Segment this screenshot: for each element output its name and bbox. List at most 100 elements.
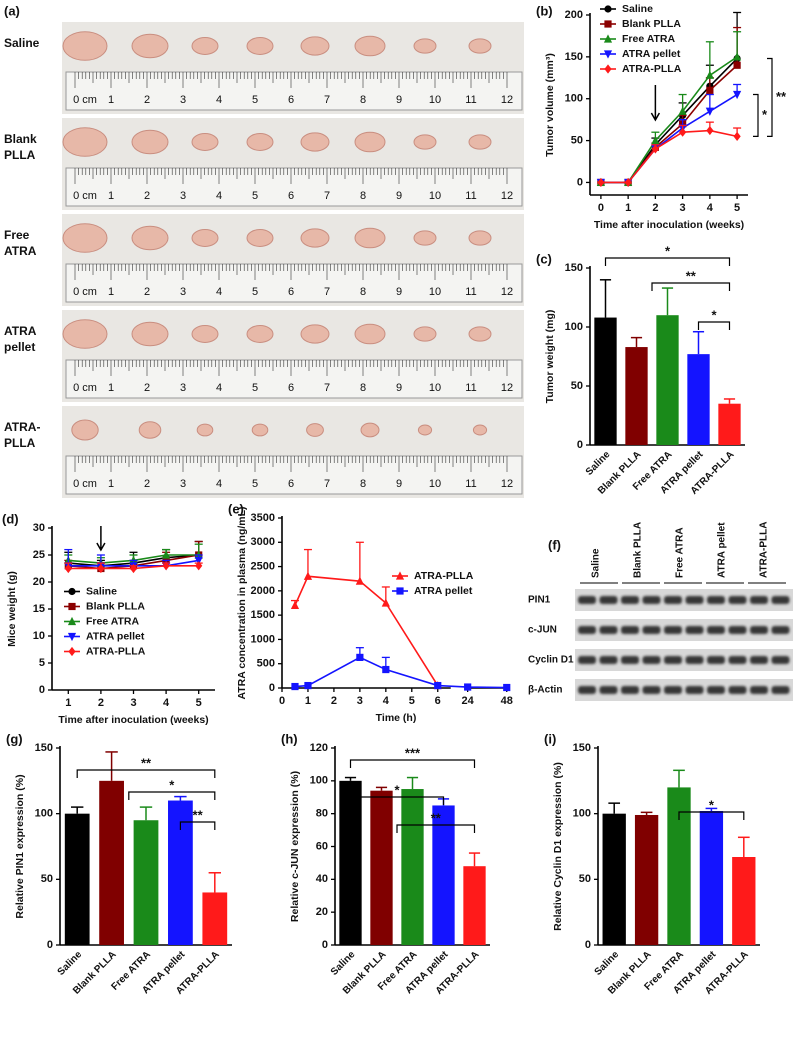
y-tick-label: 150 — [565, 51, 583, 63]
bar — [594, 317, 617, 445]
y-tick-label: 150 — [573, 742, 591, 754]
blot-band — [707, 656, 725, 664]
significance-label: * — [709, 797, 715, 812]
ruler-label: 4 — [216, 478, 222, 490]
significance-bracket — [349, 796, 445, 805]
marker — [679, 127, 687, 137]
ruler-label: 3 — [180, 286, 186, 298]
panel-label: (a) — [4, 3, 20, 18]
y-tick-label: 50 — [41, 873, 53, 885]
bar — [401, 789, 424, 945]
blot-row-label: β-Actin — [528, 685, 562, 696]
ruler-label: 10 — [429, 286, 441, 298]
y-tick-label: 50 — [579, 873, 591, 885]
y-tick-label: 0 — [47, 939, 53, 951]
marker — [733, 61, 741, 69]
ruler-label: 2 — [144, 190, 150, 202]
y-tick-label: 150 — [35, 742, 53, 754]
significance-bracket — [678, 811, 745, 820]
legend-label: ATRA-PLLA — [622, 63, 682, 75]
ruler-label: 9 — [396, 382, 402, 394]
tumor — [413, 38, 437, 54]
ruler-label: 3 — [180, 382, 186, 394]
arrow — [650, 85, 661, 122]
x-tick-label: Saline — [329, 949, 358, 978]
y-tick-label: 0 — [577, 176, 583, 188]
ruler-label: 8 — [360, 286, 366, 298]
ruler-label: 9 — [396, 190, 402, 202]
ruler-label: 12 — [501, 190, 513, 202]
tumor — [413, 230, 437, 246]
legend-label: Saline — [622, 3, 653, 15]
bar — [656, 315, 679, 445]
ruler-label: 5 — [252, 190, 258, 202]
blot-band — [707, 686, 725, 694]
ruler-label: 0 cm — [73, 190, 97, 202]
ruler-label: 8 — [360, 478, 366, 490]
blot-band — [599, 596, 618, 604]
marker — [395, 571, 405, 580]
tumor — [468, 230, 492, 246]
bar — [732, 857, 756, 945]
ruler-label: 6 — [288, 286, 294, 298]
bar — [463, 866, 486, 945]
row-label: Free — [4, 228, 30, 242]
ruler-label: 11 — [465, 190, 476, 202]
y-axis-label: ATRA concentration in plasma (ng/mL) — [236, 506, 248, 699]
x-tick-label: 4 — [383, 695, 390, 707]
y-tick-label: 100 — [573, 808, 591, 820]
ruler-label: 8 — [360, 382, 366, 394]
blot-band — [750, 656, 768, 664]
ruler-label: 5 — [252, 94, 258, 106]
blot-band — [728, 686, 747, 694]
y-tick-label: 100 — [310, 775, 328, 787]
row-label: PLLA — [4, 148, 36, 162]
ruler-label: 0 cm — [73, 286, 97, 298]
tumor — [62, 319, 108, 349]
marker — [705, 107, 714, 116]
ruler-label: 11 — [465, 94, 476, 106]
x-tick-label: Saline — [56, 949, 85, 978]
ruler-label: 1 — [108, 382, 114, 394]
blot-band — [621, 596, 639, 604]
significance-label: *** — [405, 745, 421, 760]
ruler-label: 6 — [288, 190, 294, 202]
significance-bracket — [396, 824, 476, 833]
ruler-label: 0 cm — [73, 478, 97, 490]
panel-label: (e) — [228, 501, 244, 516]
tumor — [300, 228, 330, 248]
marker — [597, 177, 605, 188]
ruler-label: 7 — [324, 286, 330, 298]
x-tick-label: 24 — [462, 695, 475, 707]
x-tick-label: 4 — [707, 202, 714, 214]
tumor — [354, 227, 386, 249]
tumor — [468, 134, 492, 150]
y-tick-label: 0 — [577, 439, 583, 451]
blot-band — [750, 686, 768, 694]
tumor — [468, 326, 492, 342]
blot-band — [728, 596, 747, 604]
significance-label: * — [762, 107, 768, 122]
tumor — [413, 326, 437, 342]
bar — [133, 820, 159, 945]
ruler-label: 11 — [465, 478, 476, 490]
ruler-label: 10 — [429, 94, 441, 106]
blot-background — [575, 679, 793, 701]
series-line — [600, 57, 738, 184]
marker — [705, 70, 714, 79]
marker — [67, 616, 77, 626]
x-tick-label: Saline — [584, 449, 613, 478]
blot-band — [771, 656, 790, 664]
blot-band — [750, 626, 768, 634]
panel-label: (g) — [6, 731, 23, 746]
marker — [129, 563, 138, 574]
blot-band — [642, 626, 661, 634]
x-tick-label: 1 — [625, 202, 631, 214]
ruler-label: 7 — [324, 190, 330, 202]
bar — [202, 892, 228, 945]
tumor — [71, 419, 99, 441]
significance-bracket — [76, 769, 216, 778]
legend-label: Blank PLLA — [622, 18, 681, 30]
y-axis-label: Relative Cyclin D1 expression (%) — [552, 762, 564, 931]
marker — [733, 90, 742, 100]
